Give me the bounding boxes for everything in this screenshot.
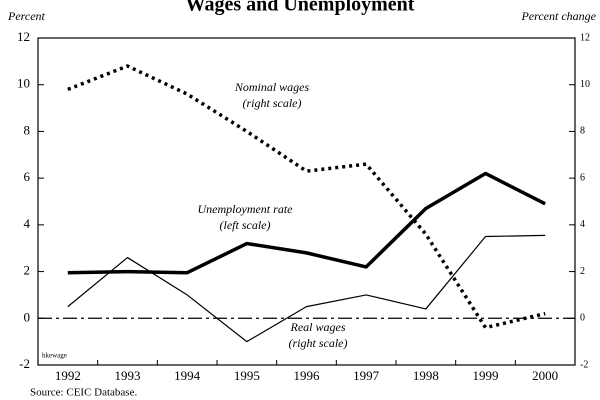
source: Source: CEIC Database. xyxy=(30,387,137,399)
y2-tick-label: 0 xyxy=(580,313,585,324)
y-axis-label: Percent xyxy=(7,9,46,23)
annotation: (right scale) xyxy=(243,96,302,110)
y2-tick-label: -2 xyxy=(580,359,588,370)
chart-title: Wages and Unemployment xyxy=(186,0,415,16)
y2-axis-label: Percent change xyxy=(520,9,596,23)
y2-tick-label: 8 xyxy=(580,126,585,137)
x-tick-label: 1997 xyxy=(353,368,380,383)
y-tick-label: 0 xyxy=(24,309,31,324)
x-tick-label: 1993 xyxy=(115,368,141,383)
x-tick-label: 1995 xyxy=(234,368,260,383)
y-tick-label: 4 xyxy=(24,216,31,231)
y2-tick-label: 2 xyxy=(580,266,585,277)
y2-tick-label: 12 xyxy=(580,32,590,43)
series-line xyxy=(67,64,546,330)
x-tick-label: 1999 xyxy=(473,368,499,383)
plot-frame xyxy=(37,37,576,366)
series-line xyxy=(67,234,546,343)
y-tick-label: 6 xyxy=(24,169,31,184)
y2-tick-label: 10 xyxy=(580,79,590,90)
x-tick-label: 2000 xyxy=(532,368,558,383)
series-line xyxy=(67,171,546,275)
x-tick-label: 1996 xyxy=(294,368,321,383)
note: hkewage xyxy=(42,352,67,360)
annotation: (right scale) xyxy=(289,336,348,350)
annotation: Unemployment rate xyxy=(198,202,294,216)
y-tick-label: -2 xyxy=(19,356,30,371)
annotation: Nominal wages xyxy=(234,80,310,94)
x-tick-label: 1998 xyxy=(413,368,439,383)
y-tick-label: 10 xyxy=(17,76,30,91)
y-tick-label: 2 xyxy=(24,263,31,278)
annotation: (left scale) xyxy=(220,218,271,232)
x-tick-label: 1992 xyxy=(55,368,81,383)
y-tick-label: 12 xyxy=(17,29,30,44)
x-tick-label: 1994 xyxy=(174,368,201,383)
y2-tick-label: 4 xyxy=(580,219,585,230)
y2-tick-label: 6 xyxy=(580,172,585,183)
y-tick-label: 8 xyxy=(24,122,31,137)
annotation: Real wages xyxy=(290,320,346,334)
